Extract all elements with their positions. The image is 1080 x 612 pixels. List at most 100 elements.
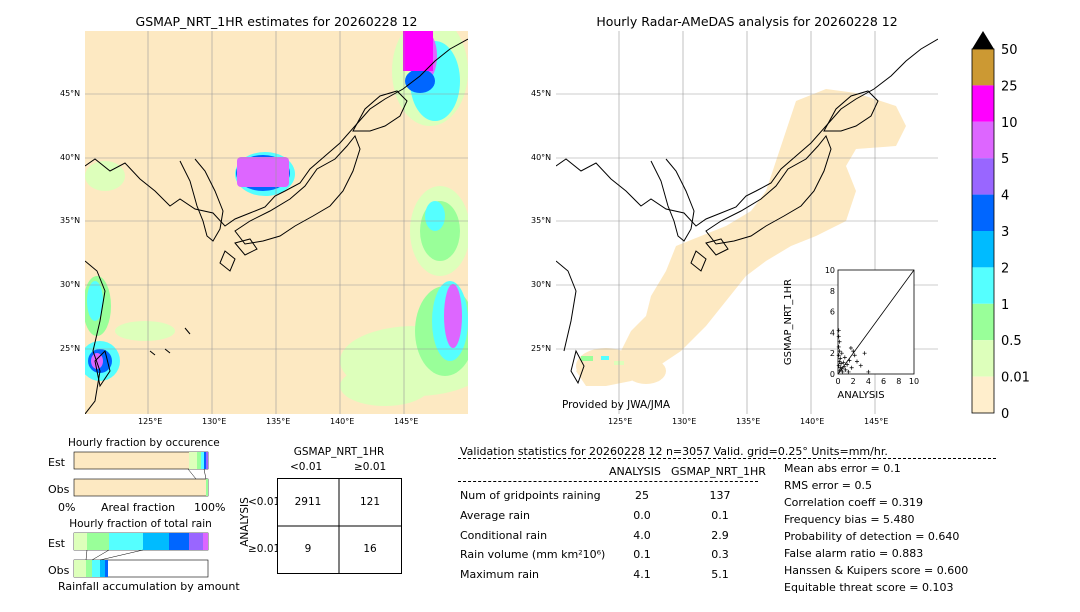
right-lon-140: 140°E: [800, 417, 825, 426]
scatter-points: [836, 328, 871, 374]
total-rain-footer: Rainfall accumulation by amount: [58, 580, 240, 593]
occurrence-est-label: Est: [48, 456, 65, 469]
colorbar-block: [972, 267, 994, 304]
scatter-y-tick-label: 10: [825, 266, 835, 275]
colorbar-label: 0: [1001, 407, 1009, 420]
scatter-point: [847, 358, 852, 363]
validation-col-gsmap: GSMAP_NRT_1HR: [671, 465, 766, 478]
left-lat-35: 35°N: [60, 216, 81, 225]
colorbar-label: 5: [1001, 152, 1009, 167]
colorbar-label: 50: [1001, 43, 1018, 58]
total-rain-est-seg: [143, 533, 169, 550]
colorbar-block: [972, 231, 994, 268]
colorbar-label: 4: [1001, 189, 1009, 204]
contingency-title: GSMAP_NRT_1HR: [293, 446, 385, 458]
colorbar-label: 3: [1001, 225, 1009, 240]
left-lon-125: 125°E: [138, 417, 163, 426]
total-rain-title: Hourly fraction of total rain: [69, 518, 212, 530]
contingency-cell-12: 121: [359, 496, 381, 508]
validation-row-analysis: 0.1: [633, 548, 651, 561]
total-rain-est-label: Est: [48, 537, 65, 550]
scatter-point: [837, 339, 842, 344]
validation-divider: [458, 458, 996, 459]
occurrence-obs-bar: [73, 478, 209, 497]
colorbar-block: [972, 158, 994, 195]
right-lat-35: 35°N: [531, 216, 552, 225]
scatter-point: [858, 363, 863, 368]
colorbar-label: 2: [1001, 261, 1009, 276]
colorbar-block: [972, 49, 994, 86]
occurrence-est-seg: [189, 452, 197, 469]
colorbar-label: 10: [1001, 116, 1018, 131]
scatter-x-tick-label: 8: [896, 377, 901, 386]
scatter-inset: 0 2 4 6 8 10 0 2 4 6 8 10 ANALYSIS GSMAP_NRT_1HR: [783, 266, 919, 401]
scatter-point: [843, 367, 848, 372]
validation-row-label: Rain volume (mm km²10⁶): [460, 548, 606, 561]
occurrence-est-seg: [197, 452, 201, 469]
validation-row-gsmap: 0.1: [711, 509, 729, 522]
total-rain-obs-seg: [100, 560, 105, 577]
scatter-x-tick-label: 10: [909, 377, 919, 386]
scatter-xlabel: ANALYSIS: [837, 390, 884, 401]
scatter-point: [837, 349, 842, 354]
contingency-row2: ≥0.01: [248, 543, 281, 555]
scatter-point: [846, 369, 851, 374]
validation-row-analysis: 0.0: [633, 509, 651, 522]
colorbar-label: 0.5: [1001, 334, 1022, 349]
scatter-point: [836, 344, 841, 349]
occurrence-est-seg: [201, 452, 204, 469]
occurrence-obs-seg: [206, 479, 208, 496]
occurrence-axis-mid: Areal fraction: [101, 501, 176, 514]
validation-row-analysis: 4.0: [633, 529, 651, 542]
validation-row-label: Conditional rain: [460, 529, 548, 542]
total-rain-obs-seg: [86, 560, 92, 577]
occurrence-axis-left: 0%: [58, 501, 76, 514]
contingency-cell-11: 2911: [294, 496, 322, 508]
contingency-col1: <0.01: [290, 461, 323, 473]
colorbar-extend-arrow: [972, 31, 994, 49]
scatter-point: [855, 359, 859, 364]
total-rain-est-seg: [87, 533, 109, 550]
left-map: [85, 31, 468, 414]
right-map-coastline: [556, 38, 938, 385]
scatter-point: [836, 334, 841, 339]
total-rain-obs-seg: [105, 560, 108, 577]
scatter-point: [839, 351, 844, 356]
scatter-x-tick-label: 0: [835, 377, 840, 386]
total-rain-est-seg: [109, 533, 143, 550]
scatter-point: [839, 361, 844, 366]
colorbar-block: [972, 303, 994, 341]
colorbar: 50 25 10 5 4 3 2 1 0.5 0.01 0: [971, 31, 1030, 420]
scatter-ylabel: GSMAP_NRT_1HR: [783, 279, 794, 365]
radar-credit: Provided by JWA/JMA: [562, 399, 671, 411]
scatter-y-tick-label: 2: [830, 349, 835, 358]
occurrence-bars: [73, 451, 209, 497]
left-lon-140: 140°E: [330, 417, 355, 426]
validation-row-gsmap: 5.1: [711, 568, 729, 581]
score-pod: Probability of detection = 0.640: [784, 530, 960, 543]
validation-row-gsmap: 0.3: [711, 548, 729, 561]
scatter-point: [848, 346, 853, 350]
left-map-title: GSMAP_NRT_1HR estimates for 20260228 12: [135, 14, 418, 29]
validation-row-analysis: 25: [635, 489, 649, 502]
total-rain-obs-label: Obs: [48, 564, 70, 577]
colorbar-block: [972, 194, 994, 231]
colorbar-block: [972, 85, 994, 122]
colorbar-label: 1: [1001, 298, 1009, 313]
scatter-point: [866, 369, 871, 374]
scatter-point: [836, 353, 841, 358]
score-ets: Equitable threat score = 0.103: [784, 581, 954, 594]
colorbar-blocks: [972, 49, 994, 413]
scatter-point: [838, 356, 843, 361]
right-lon-135: 135°E: [736, 417, 761, 426]
occurrence-axis-right: 100%: [194, 501, 226, 514]
total-rain-est-seg: [189, 533, 203, 550]
score-frequency-bias: Frequency bias = 5.480: [784, 513, 915, 526]
scatter-y-tick-label: 4: [830, 328, 835, 337]
colorbar-block: [972, 340, 994, 377]
scatter-y-tick-label: 6: [830, 308, 835, 317]
left-map-coastline: [85, 38, 468, 414]
scatter-point: [845, 362, 850, 367]
scatter-point: [837, 368, 842, 373]
right-lat-45: 45°N: [531, 89, 552, 98]
